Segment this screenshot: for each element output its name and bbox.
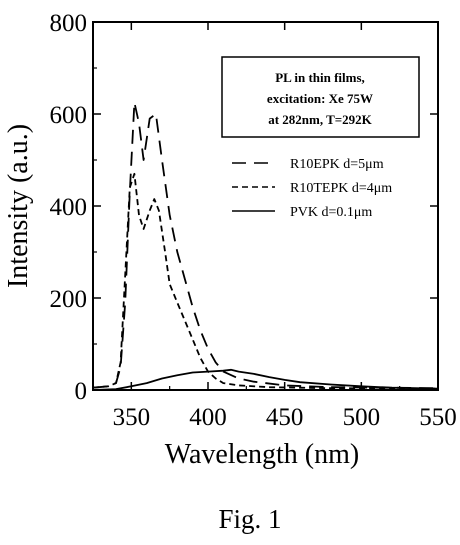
y-tick-label: 400 (50, 194, 88, 221)
figure-caption: Fig. 1 (218, 504, 281, 534)
x-tick-label: 350 (113, 404, 151, 431)
y-tick-label: 800 (50, 10, 88, 37)
y-tick-label: 200 (50, 286, 88, 313)
x-tick-label: 400 (189, 404, 227, 431)
legend-label-pvk: PVK d=0.1μm (290, 205, 372, 220)
y-axis-title: Intensity (a.u.) (3, 124, 34, 288)
y-tick-label: 600 (50, 102, 88, 129)
annotation-line-3: at 282nm, T=292K (268, 112, 372, 127)
annotation-box: PL in thin films, excitation: Xe 75W at … (221, 56, 420, 138)
y-tick-label: 0 (75, 378, 88, 405)
x-tick-label: 500 (343, 404, 381, 431)
series-line-r10tepk (92, 172, 439, 390)
legend-label-r10epk: R10EPK d=5μm (290, 157, 384, 172)
annotation-frame (221, 56, 420, 138)
series-line-r10epk (92, 101, 439, 390)
x-tick-label: 450 (266, 404, 304, 431)
annotation-line-1: PL in thin films, (275, 70, 365, 85)
tick-labels: 350 400 450 500 550 0 200 400 600 800 (50, 10, 457, 431)
series-lines (92, 101, 439, 391)
series-line-pvk (92, 368, 439, 391)
x-tick-label: 550 (419, 404, 457, 431)
annotation-line-2: excitation: Xe 75W (267, 91, 373, 106)
legend-label-r10tepk: R10TEPK d=4μm (290, 181, 392, 196)
plot-frame (92, 21, 439, 391)
legend: R10EPK d=5μm R10TEPK d=4μm PVK d=0.1μm (232, 157, 392, 220)
x-axis-title: Wavelength (nm) (165, 439, 359, 470)
